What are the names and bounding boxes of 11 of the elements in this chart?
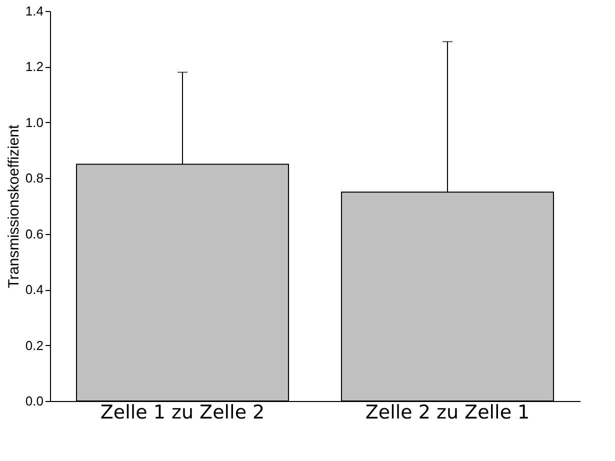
y-tick-label: 0.2 xyxy=(25,338,44,353)
y-tick-label: 0.0 xyxy=(25,394,44,408)
y-tick-label: 1.0 xyxy=(25,114,44,130)
x-tick-label: Zelle 1 zu Zelle 2 xyxy=(100,402,265,424)
y-tick-label: 0.8 xyxy=(25,170,44,186)
y-tick-label: 1.2 xyxy=(25,59,44,74)
y-axis-title: Transmissionskoeffizient xyxy=(5,124,22,288)
x-tick-label: Zelle 2 zu Zelle 1 xyxy=(365,402,530,424)
y-tick-label: 1.4 xyxy=(25,4,44,18)
y-tick-label: 0.6 xyxy=(25,226,44,242)
y-tick-label: 0.4 xyxy=(25,282,44,298)
